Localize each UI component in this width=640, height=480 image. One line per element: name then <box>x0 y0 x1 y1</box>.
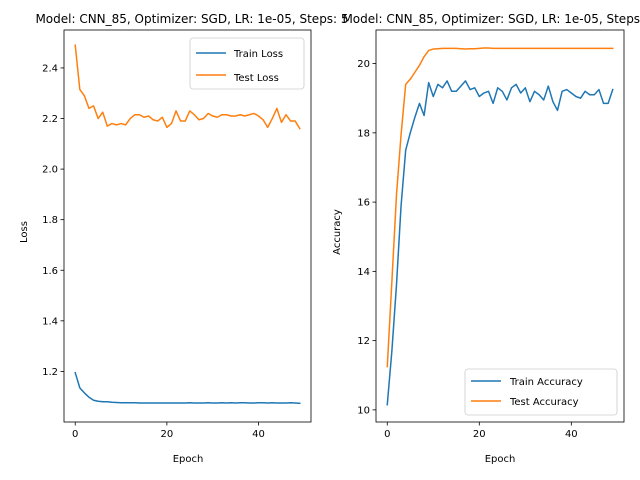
loss-xtick-label: 20 <box>161 429 174 440</box>
loss-ylabel: Loss <box>19 221 30 243</box>
accuracy-legend: Train Accuracy Test Accuracy <box>464 368 618 416</box>
loss-legend-label-train: Train Loss <box>233 49 283 60</box>
accuracy-xlabel: Epoch <box>485 454 516 465</box>
accuracy-plot: Model: CNN_85, Optimizer: SGD, LR: 1e-05… <box>332 12 640 465</box>
accuracy-xtick-label: 20 <box>473 429 486 440</box>
accuracy-legend-label-train: Train Accuracy <box>509 377 583 388</box>
accuracy-ytick-label: 16 <box>357 198 370 209</box>
loss-plot: Model: CNN_85, Optimizer: SGD, LR: 1e-05… <box>19 12 349 465</box>
loss-ytick-label: 2.4 <box>42 63 58 74</box>
accuracy-plot-frame <box>375 29 625 423</box>
loss-ytick-label: 1.4 <box>42 316 58 327</box>
loss-ytick-label: 1.8 <box>42 215 58 226</box>
loss-plot-title: Model: CNN_85, Optimizer: SGD, LR: 1e-05… <box>35 12 348 26</box>
accuracy-xtick-label: 40 <box>565 429 578 440</box>
loss-plot-frame <box>63 29 312 423</box>
accuracy-ytick-label: 12 <box>357 336 370 347</box>
accuracy-legend-label-test: Test Accuracy <box>509 397 579 408</box>
accuracy-series-line-0 <box>386 80 614 406</box>
accuracy-ytick-label: 18 <box>357 128 370 139</box>
loss-series-line-1 <box>74 44 301 130</box>
loss-series-group <box>74 44 301 405</box>
loss-legend-box <box>189 37 305 90</box>
accuracy-plot-title: Model: CNN_85, Optimizer: SGD, LR: 1e-05… <box>342 12 640 26</box>
loss-ytick-label: 2.2 <box>42 114 58 125</box>
loss-ytick-label: 1.2 <box>42 367 58 378</box>
loss-xtick-label: 0 <box>72 429 78 440</box>
loss-legend: Train Loss Test Loss <box>189 37 305 90</box>
accuracy-series-line-1 <box>386 47 614 368</box>
accuracy-ytick-label: 10 <box>357 405 370 416</box>
accuracy-series-group <box>386 47 614 406</box>
loss-xlabel: Epoch <box>173 454 204 465</box>
accuracy-legend-box <box>464 368 618 416</box>
accuracy-ytick-label: 14 <box>357 267 370 278</box>
accuracy-ylabel: Accuracy <box>332 209 343 255</box>
loss-legend-label-test: Test Loss <box>233 73 279 84</box>
loss-ticks: 0 20 40 1.2 1.4 1.6 1.8 2.0 2.2 2.4 <box>42 63 265 440</box>
loss-ytick-label: 1.6 <box>42 266 58 277</box>
accuracy-ytick-label: 20 <box>357 59 370 70</box>
accuracy-ticks: 0 20 40 10 12 14 16 18 20 <box>357 59 577 440</box>
accuracy-xtick-label: 0 <box>384 429 390 440</box>
loss-xtick-label: 40 <box>252 429 265 440</box>
loss-series-line-0 <box>74 371 301 405</box>
loss-ytick-label: 2.0 <box>42 165 58 176</box>
